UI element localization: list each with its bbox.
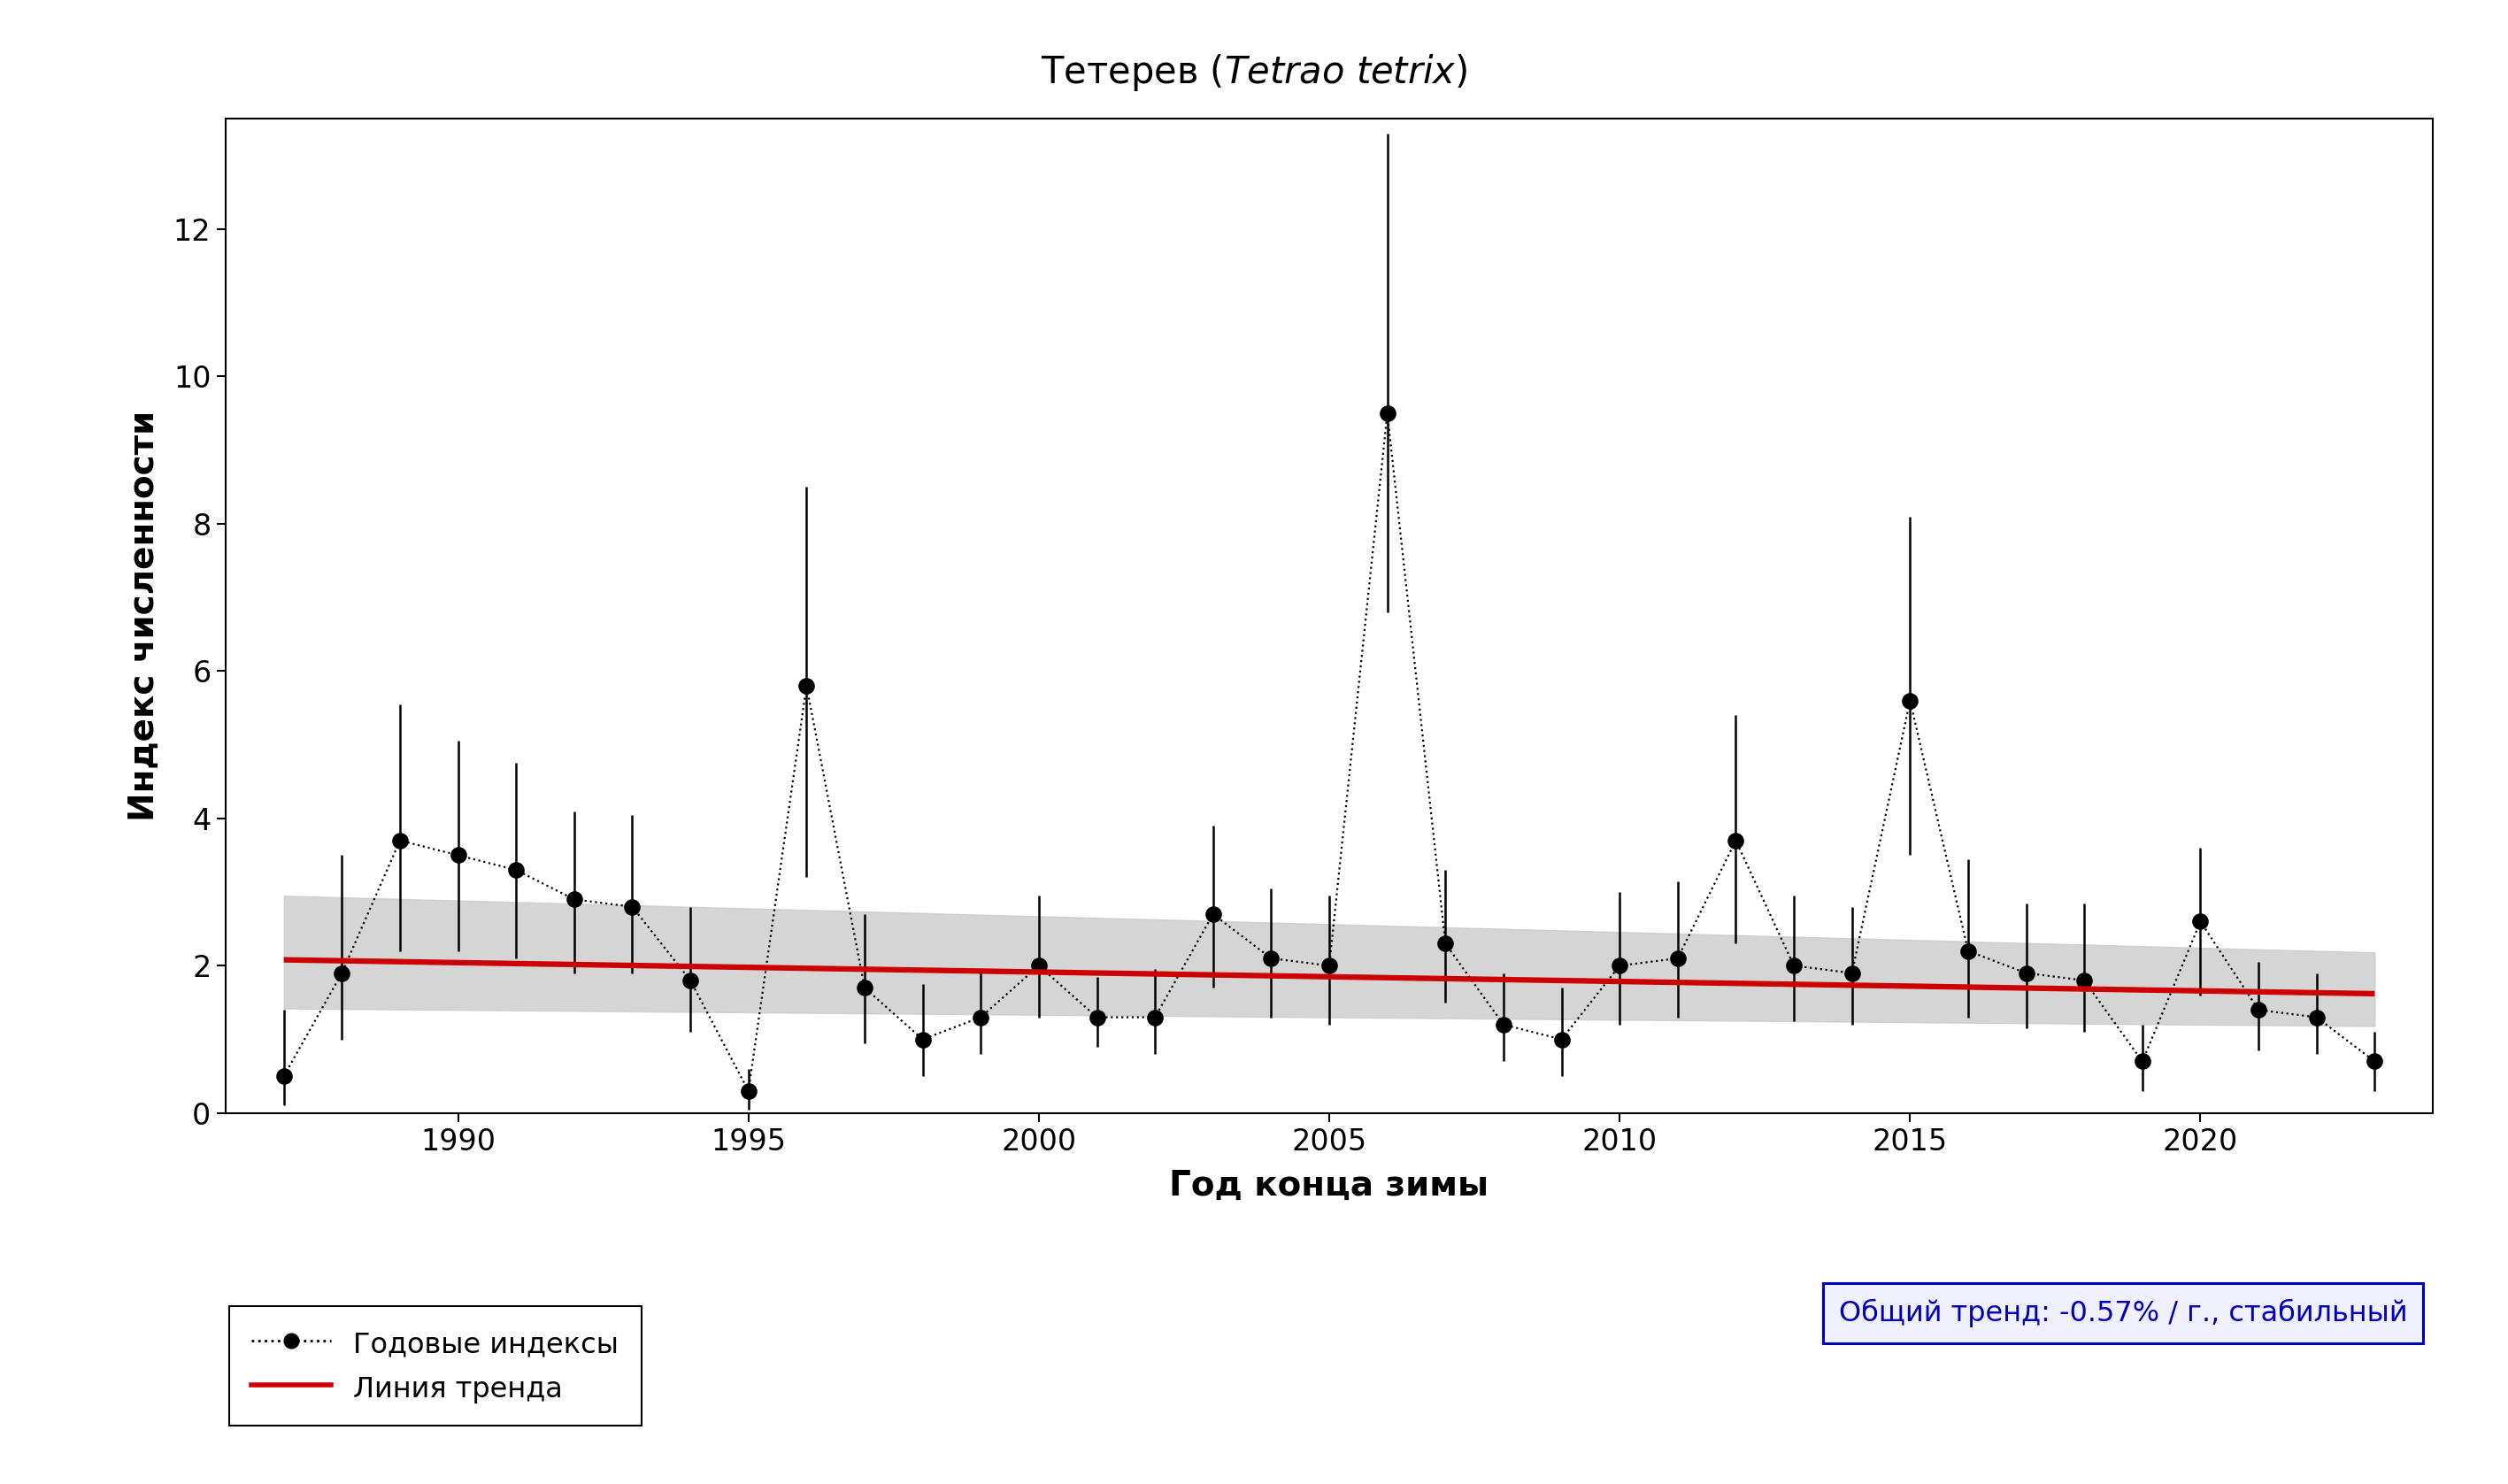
- Point: [1715, 828, 1756, 852]
- Point: [2240, 999, 2280, 1022]
- Legend: Годовые индексы, Линия тренда: Годовые индексы, Линия тренда: [228, 1306, 642, 1426]
- Point: [1542, 1027, 1583, 1051]
- Point: [612, 895, 652, 919]
- X-axis label: Год конца зимы: Год конца зимы: [1169, 1169, 1490, 1204]
- Point: [2297, 1005, 2337, 1028]
- Point: [1136, 1005, 1176, 1028]
- Point: [1831, 962, 1871, 985]
- Point: [903, 1027, 943, 1051]
- Point: [1309, 954, 1349, 978]
- Point: [1600, 954, 1640, 978]
- Point: [439, 843, 479, 867]
- Point: [1949, 939, 1989, 963]
- Point: [961, 1005, 1001, 1028]
- Point: [2064, 969, 2104, 993]
- Point: [670, 969, 710, 993]
- Point: [321, 962, 361, 985]
- Point: [497, 858, 537, 881]
- Point: [1658, 947, 1698, 971]
- Point: [379, 828, 419, 852]
- Point: [1482, 1012, 1522, 1036]
- Point: [727, 1079, 767, 1103]
- Point: [1251, 947, 1292, 971]
- Text: Общий тренд: -0.57% / г., стабильный: Общий тренд: -0.57% / г., стабильный: [1838, 1298, 2408, 1328]
- Point: [2006, 962, 2047, 985]
- Point: [554, 887, 594, 911]
- Text: Тетерев (​$\it{Tetrao\ tetrix}$​): Тетерев (​$\it{Tetrao\ tetrix}$​): [1041, 52, 1467, 92]
- Point: [1425, 932, 1465, 956]
- Point: [845, 976, 885, 1000]
- Point: [1018, 954, 1058, 978]
- Point: [2179, 910, 2220, 933]
- Point: [1891, 689, 1931, 712]
- Point: [263, 1064, 303, 1088]
- Y-axis label: Индекс численности: Индекс численности: [128, 411, 161, 821]
- Point: [1773, 954, 1813, 978]
- Point: [2355, 1049, 2395, 1073]
- Point: [1367, 402, 1407, 426]
- Point: [1076, 1005, 1116, 1028]
- Point: [788, 674, 828, 697]
- Point: [1194, 902, 1234, 926]
- Point: [2122, 1049, 2162, 1073]
